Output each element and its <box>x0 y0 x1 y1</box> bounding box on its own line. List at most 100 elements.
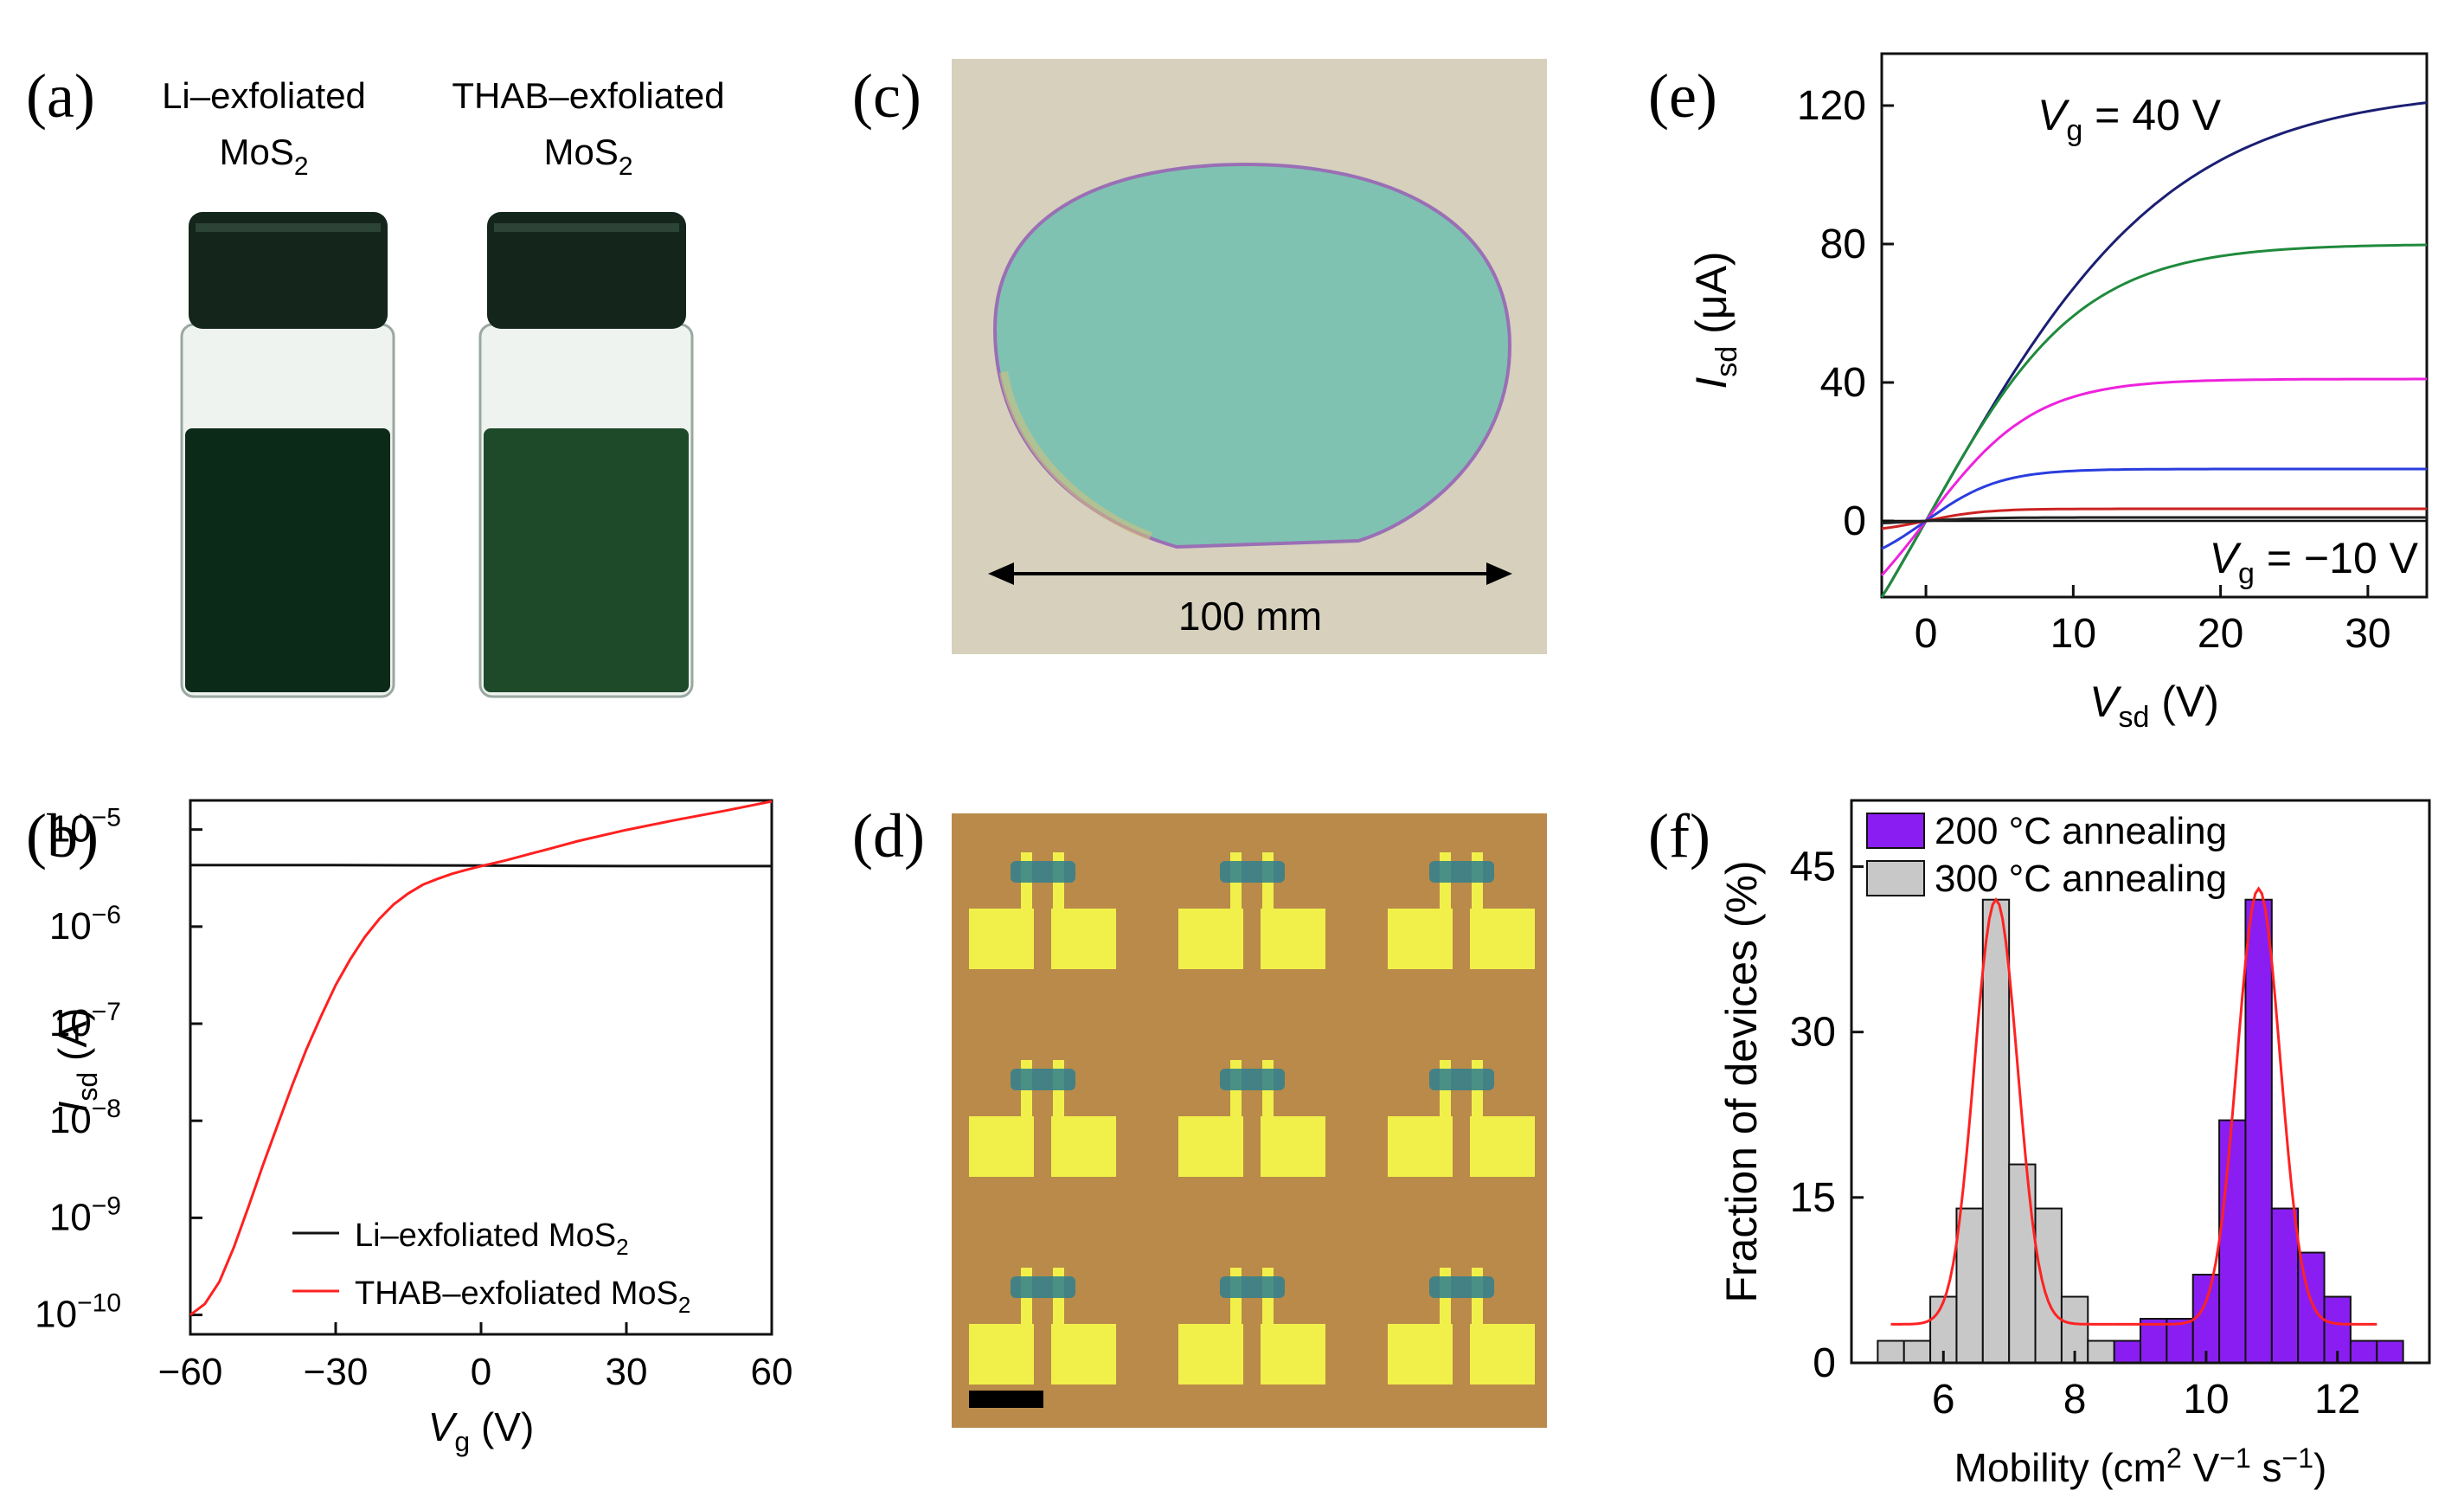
device-right-pad <box>1051 1324 1116 1385</box>
chart-b-x-tick-labels: −60 −30 0 30 60 <box>158 1351 793 1393</box>
chart-f-x-tick-label: 8 <box>2063 1377 2087 1423</box>
device-2-0 <box>969 1268 1116 1385</box>
chart-f-fit-line-0 <box>1890 897 2114 1326</box>
chart-e-x-tick-label: 20 <box>2198 611 2243 657</box>
panel-c: (c) 100 mm <box>852 59 1547 654</box>
chart-f-bar-s0-10 <box>2376 1340 2404 1364</box>
chart-e-series-line-5 <box>1881 516 2427 524</box>
vial-2-caption-line2: MoS2 <box>543 132 632 181</box>
chart-b-x-tick-label: −60 <box>158 1351 223 1393</box>
device-0-2 <box>1388 852 1535 969</box>
device-right-pad <box>1470 1324 1535 1385</box>
chart-b-ticks <box>189 828 773 1334</box>
chart-b-y-tick-label: 10−9 <box>49 1192 121 1238</box>
device-1-2 <box>1388 1060 1535 1177</box>
chart-b-y-tick-label: 10−5 <box>49 804 121 851</box>
chart-e-series <box>1880 101 2428 598</box>
chart-f-bar-s0-5 <box>2244 898 2273 1365</box>
chart-f-frame <box>1850 799 2431 1365</box>
chart-f-y-tick-label: 0 <box>1813 1340 1836 1386</box>
chart-f-bar-s1-5 <box>2008 1163 2037 1365</box>
device-left-pad <box>969 909 1034 969</box>
chart-e-series-line-3 <box>1881 467 2427 550</box>
device-left-pad <box>1388 1116 1453 1177</box>
chart-f-bars <box>1877 898 2404 1365</box>
chart-e-series-line-2 <box>1880 377 2427 576</box>
device-left-pad <box>1178 1324 1243 1385</box>
legend-200c-label: 200 °C annealing <box>1935 810 2227 852</box>
chart-e-y-tick-label: 80 <box>1820 222 1866 267</box>
chart-e-frame <box>1880 52 2429 599</box>
chart-f-bar-s1-1 <box>1903 1340 1932 1364</box>
panel-e: (e) 0 10 20 30 0 40 80 120 Vg = 40 V Vg = −10 … <box>1648 52 2429 734</box>
device-2-1 <box>1178 1268 1325 1385</box>
chart-e-annotation-vg-10: Vg = −10 V <box>2210 534 2419 590</box>
vial-2-caption-line1: THAB–exfoliated <box>452 75 724 116</box>
vial-thab-cap <box>487 212 686 329</box>
chart-e-x-tick-labels: 0 10 20 30 <box>1915 611 2391 657</box>
device-0-0 <box>969 852 1116 969</box>
device-right-pad <box>1051 1116 1116 1177</box>
vial-li-liquid <box>185 428 390 692</box>
chart-b-y-tick-label: 10−8 <box>49 1095 121 1141</box>
chart-f-bar-s1-3 <box>1955 1207 1984 1364</box>
chart-f-bar-s0-6 <box>2270 1207 2300 1364</box>
chart-b-y-tick-label: 10−10 <box>35 1289 121 1336</box>
chart-e-x-tick-label: 10 <box>2050 611 2096 657</box>
device-left-pad <box>1178 1116 1243 1177</box>
chart-e-y-axis-label: Isd (μA) <box>1687 251 1743 389</box>
device-photo-background <box>952 813 1547 1428</box>
vial-1-caption-line2: MoS2 <box>219 132 308 181</box>
device-right-pad <box>1261 909 1325 969</box>
panel-f: (f) 6 8 10 12 0 15 30 45 200 °C annealing 300 … <box>1648 799 2431 1490</box>
device-channel <box>1220 861 1285 883</box>
device-channel <box>1429 1069 1494 1090</box>
vial-1-caption-line1: Li–exfoliated <box>162 75 366 116</box>
chart-f-legend: 200 °C annealing 300 °C annealing <box>1866 810 2227 900</box>
chart-b-x-tick-label: 30 <box>606 1351 648 1393</box>
chart-f-bar-s0-0 <box>2113 1340 2142 1364</box>
panel-c-label: (c) <box>852 61 921 131</box>
chart-e-series-line-0 <box>1880 101 2428 598</box>
chart-f-x-tick-label: 12 <box>2314 1377 2360 1423</box>
device-channel <box>1220 1069 1285 1090</box>
chart-e-y-tick-labels: 0 40 80 120 <box>1797 83 1866 544</box>
chart-f-y-tick-label: 30 <box>1790 1010 1836 1056</box>
chart-e-y-tick-label: 40 <box>1820 360 1866 406</box>
device-scale-bar <box>969 1391 1043 1408</box>
chart-f-x-axis-label: Mobility (cm2 V−1 s−1) <box>1954 1442 2327 1490</box>
wafer-scale-text: 100 mm <box>1178 594 1322 639</box>
chart-f-fits <box>1890 886 2377 1326</box>
device-array <box>969 852 1535 1385</box>
chart-e-x-tick-label: 30 <box>2345 611 2390 657</box>
device-channel <box>1429 1276 1494 1298</box>
panel-e-label: (e) <box>1648 61 1717 131</box>
device-left-pad <box>1178 909 1243 969</box>
device-right-pad <box>1261 1116 1325 1177</box>
device-1-1 <box>1178 1060 1325 1177</box>
legend-200c-swatch <box>1866 813 1925 849</box>
chart-f-y-axis-label: Fraction of devices (%) <box>1717 860 1766 1302</box>
vial-li-cap <box>189 212 388 329</box>
chart-b-series-line-1 <box>189 800 773 1316</box>
vial-li-cap-ridge <box>196 223 381 232</box>
device-channel <box>1011 1069 1075 1090</box>
chart-f-bar-s1-4 <box>1981 898 2011 1365</box>
chart-f-bar-s0-9 <box>2349 1340 2378 1364</box>
panel-b: (b) −60 −30 0 30 60 10−5 10−6 10−7 10−8 10−9 10−1… <box>26 799 793 1457</box>
device-channel <box>1011 1276 1075 1298</box>
chart-f-bar-s1-8 <box>2087 1340 2115 1364</box>
legend-li-label: Li–exfoliated MoS2 <box>355 1218 629 1260</box>
chart-f-ticks <box>1851 864 2339 1365</box>
chart-b-x-tick-label: 0 <box>471 1351 491 1393</box>
panel-f-label: (f) <box>1648 801 1710 871</box>
chart-e-annotation-vg40: Vg = 40 V <box>2037 91 2222 147</box>
chart-b-x-tick-label: 60 <box>751 1351 793 1393</box>
chart-b-y-tick-labels: 10−5 10−6 10−7 10−8 10−9 10−10 <box>35 804 121 1336</box>
chart-e-series-line-4 <box>1881 507 2427 530</box>
legend-300c-swatch <box>1866 860 1925 896</box>
device-right-pad <box>1051 909 1116 969</box>
panel-d: (d) <box>852 801 1547 1428</box>
device-left-pad <box>969 1116 1034 1177</box>
